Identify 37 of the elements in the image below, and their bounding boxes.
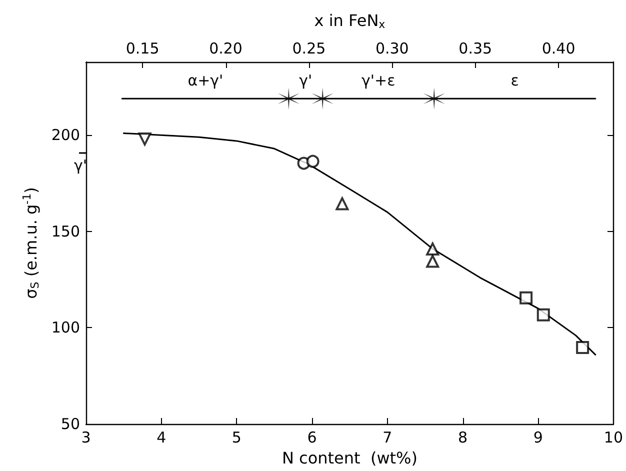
x-tick-label: 7 xyxy=(382,428,392,446)
y-tick-label: 150 xyxy=(51,222,80,240)
x-tick-label: 8 xyxy=(458,428,468,446)
point xyxy=(426,254,440,268)
x-tick-label: 10 xyxy=(604,428,624,446)
x2-tick-label: 0.35 xyxy=(458,40,492,58)
x-tick-label: 5 xyxy=(232,428,242,446)
point xyxy=(520,291,533,304)
x2-tick-label: 0.15 xyxy=(126,40,160,58)
y-axis-title: σS (e.m.u. g-1) xyxy=(20,187,42,299)
point xyxy=(336,197,349,210)
annotation: γ' xyxy=(74,156,88,174)
point xyxy=(278,88,300,110)
annotation: α+γ' xyxy=(188,72,224,90)
line-series xyxy=(122,132,596,356)
point xyxy=(306,154,320,168)
x2-tick-label: 0.25 xyxy=(292,40,326,58)
x-tick-label: 9 xyxy=(533,428,543,446)
x-tick-label: 6 xyxy=(307,428,317,446)
point xyxy=(576,341,590,354)
point xyxy=(423,88,446,110)
point xyxy=(312,88,334,110)
y-tick-label: 50 xyxy=(60,415,80,433)
y-tick-label: 100 xyxy=(51,318,80,337)
x-tick-label: 3 xyxy=(81,428,91,446)
annotation: γ'+ε xyxy=(362,72,396,90)
point xyxy=(138,132,152,146)
point xyxy=(426,242,440,256)
x-tick-label: 4 xyxy=(156,428,166,446)
y-tick-label: 200 xyxy=(51,126,80,144)
x2-tick-label: 0.20 xyxy=(209,40,242,58)
annotation: γ' xyxy=(299,72,312,90)
x2-tick-label: 0.40 xyxy=(542,40,576,58)
x-axis-title: N content (wt%) xyxy=(282,448,418,468)
x2-tick-label: 0.30 xyxy=(375,40,409,58)
annotation: ε xyxy=(510,72,519,90)
point xyxy=(536,308,550,322)
